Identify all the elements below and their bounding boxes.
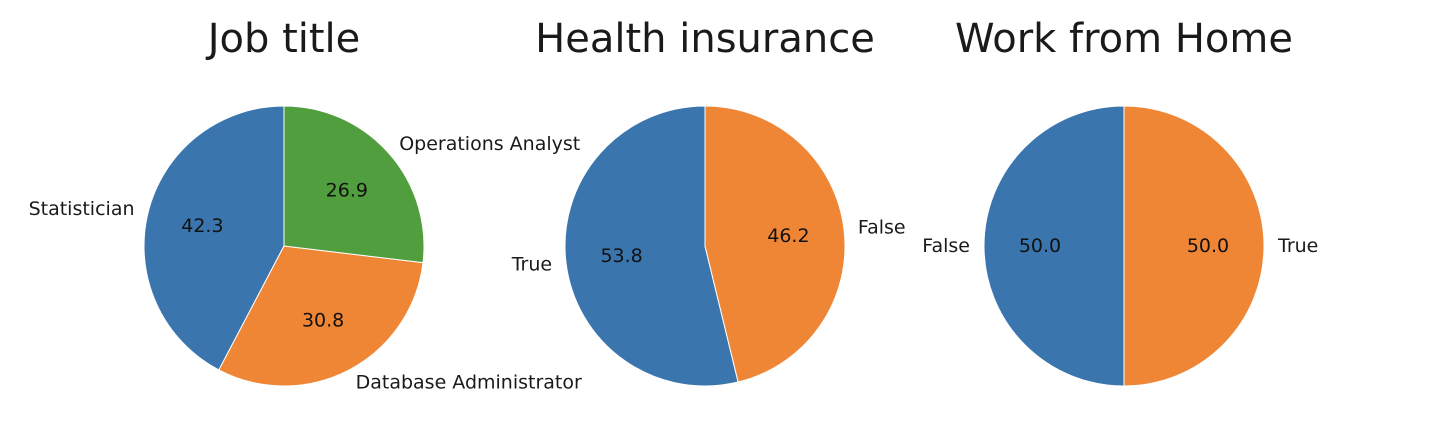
pie-chart-work-from-home: Work from Home 50.0 False 50.0 True: [922, 16, 1318, 387]
pie-slice-true: [564, 105, 739, 387]
chart-title-work-from-home: Work from Home: [955, 16, 1293, 62]
pie-value-label-statistician: 42.3: [181, 215, 223, 237]
pie-value-label-true: 50.0: [1187, 235, 1229, 257]
pie-value-label-true: 53.8: [600, 245, 642, 267]
pie-category-label-false: False: [858, 217, 906, 239]
pie-category-label-true: True: [1277, 235, 1318, 257]
pie-slice-false: [704, 105, 846, 383]
pie-chart-health-insurance: Health insurance 53.8 True 46.2 False: [511, 16, 906, 387]
pie-value-label-operations-analyst: 26.9: [326, 179, 368, 201]
pie-slice-statistician: [143, 105, 285, 371]
pie-slice-operations-analyst: [283, 105, 425, 264]
pie-category-label-operations-analyst: Operations Analyst: [399, 133, 580, 155]
pie-value-label-false: 46.2: [767, 225, 809, 247]
chart-title-job-title: Job title: [205, 16, 361, 62]
pie-slice-database-administrator: [218, 245, 424, 387]
pie-slice-false: [983, 105, 1125, 387]
pie-value-label-false: 50.0: [1019, 235, 1061, 257]
pie-slice-true: [1123, 105, 1265, 387]
pie-category-label-statistician: Statistician: [29, 198, 135, 220]
pie-category-label-database-administrator: Database Administrator: [356, 371, 582, 393]
pie-category-label-false: False: [922, 235, 970, 257]
pie-chart-job-title: Job title 42.3 Statistician 30.8 Database A…: [29, 16, 582, 393]
chart-title-health-insurance: Health insurance: [535, 16, 875, 62]
pie-category-label-true: True: [511, 253, 552, 275]
pie-value-label-database-administrator: 30.8: [302, 309, 344, 331]
